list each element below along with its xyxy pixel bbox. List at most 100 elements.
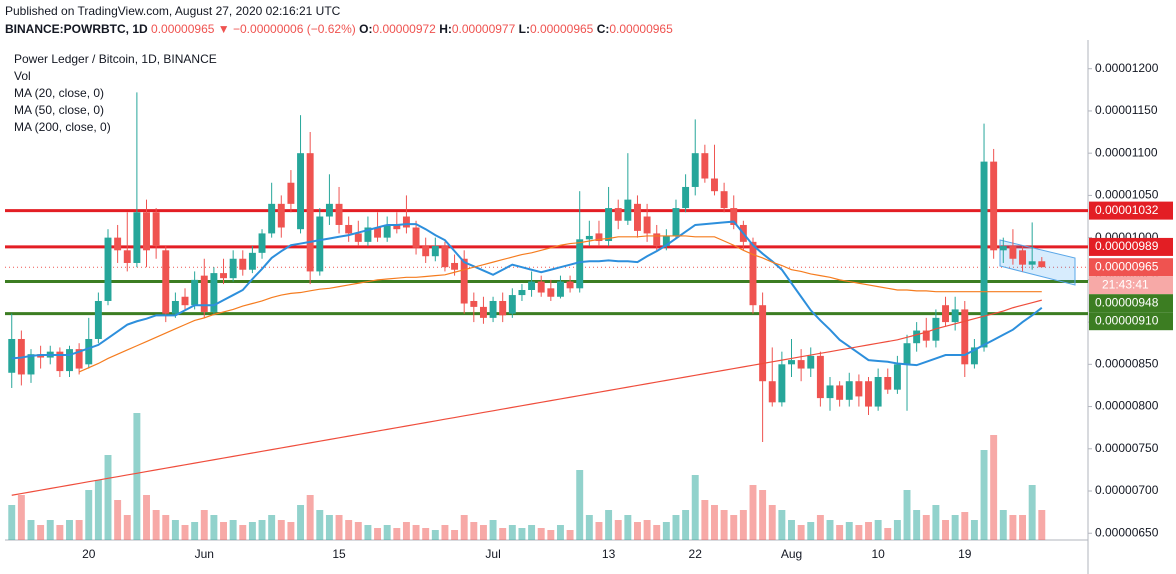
volume-bar <box>759 490 767 540</box>
symbol: BINANCE:POWRBTC, 1D <box>5 22 148 36</box>
candle-body <box>816 355 824 399</box>
candle-body <box>499 300 507 316</box>
volume-bar <box>653 525 661 540</box>
candle-body <box>354 233 362 242</box>
volume-bar <box>845 522 853 540</box>
volume-bar <box>277 520 285 540</box>
volume-bar <box>297 505 305 540</box>
candle-body <box>181 296 189 306</box>
volume-bar <box>422 528 430 540</box>
ma-line <box>11 299 1042 496</box>
level-label-box <box>1089 201 1173 220</box>
volume-bar <box>865 522 872 540</box>
candle-body <box>220 273 227 279</box>
level-label: 0.00000989 <box>1095 239 1159 253</box>
volume-bar <box>268 515 276 540</box>
volume-bar <box>402 522 410 540</box>
symbol-line: BINANCE:POWRBTC, 1D 0.00000965 ▼ −0.0000… <box>5 22 673 36</box>
candle-body <box>479 306 487 318</box>
volume-bar <box>778 510 786 540</box>
candle-body <box>595 233 603 242</box>
ohlc-value: 0.00000972 <box>372 22 436 36</box>
level-label-box <box>1089 237 1173 256</box>
candle-body <box>855 381 863 397</box>
volume-bar <box>537 528 545 540</box>
volume-bar <box>980 450 988 540</box>
volume-bar <box>325 515 333 540</box>
candle-body <box>749 241 757 306</box>
candle-body <box>470 300 478 307</box>
legend-title: Power Ledger / Bitcoin, 1D, BINANCE <box>14 52 217 66</box>
volume-bar <box>123 515 131 540</box>
candle-body <box>66 349 73 372</box>
candle-body <box>56 351 64 372</box>
candle-body <box>711 178 718 192</box>
candle-body <box>94 300 102 339</box>
volume-bar <box>1028 485 1036 540</box>
candle-body <box>961 309 969 365</box>
volume-bar <box>46 520 54 540</box>
volume-bar <box>441 525 449 540</box>
y-tick-label: 0.00000800 <box>1095 399 1159 413</box>
volume-bar <box>730 515 738 540</box>
candle-body <box>922 330 930 341</box>
volume-bar <box>210 515 218 540</box>
volume-bar <box>460 515 468 540</box>
axis-layer: 0.00000650 0.00000700 0.00000750 0.00000800… <box>82 61 1159 561</box>
volume-bar <box>287 522 295 540</box>
legend-volume: Vol <box>14 69 31 83</box>
volume-bar <box>547 530 555 540</box>
candle-body <box>903 343 911 365</box>
volume-bar <box>37 525 45 540</box>
y-tick-label: 0.00001100 <box>1095 145 1158 159</box>
volume-bar <box>191 522 199 540</box>
volume-bar <box>364 525 372 540</box>
volume-bar <box>8 505 16 540</box>
volume-bar <box>258 520 266 540</box>
volume-bar <box>451 530 459 540</box>
candle-body <box>797 360 805 369</box>
candle-body <box>200 275 208 312</box>
x-tick-label: 15 <box>332 547 346 561</box>
candle-body <box>85 338 93 365</box>
candle-body <box>27 354 35 375</box>
ma-line <box>78 235 1042 373</box>
candle-body <box>788 360 795 365</box>
candle-body <box>8 338 16 373</box>
candle-body <box>682 186 690 209</box>
volume-bar <box>412 525 420 540</box>
volume-bar <box>152 510 160 540</box>
volume-bar <box>104 455 112 540</box>
ohlc-value: 0.00000965 <box>530 22 594 36</box>
candle-body <box>980 161 988 348</box>
volume-bar <box>354 522 362 540</box>
candle-body <box>229 258 237 279</box>
volume-bar <box>479 525 487 540</box>
candle-body <box>191 279 199 306</box>
candle-body <box>489 300 497 318</box>
volume-bar <box>932 505 940 540</box>
candle-body <box>258 233 266 253</box>
ohlc-label: C: <box>597 22 610 36</box>
y-tick-label: 0.00000850 <box>1095 356 1159 370</box>
candle-body <box>836 385 844 400</box>
candle-body <box>162 250 170 314</box>
published: Published on TradingView.com, August 27,… <box>5 4 341 18</box>
candle-body <box>345 224 353 234</box>
candle-body <box>701 153 709 179</box>
candle-body <box>768 381 776 403</box>
volume-bar <box>171 520 179 540</box>
volume-bar <box>1038 510 1046 540</box>
legend-entry: MA (50, close, 0) <box>14 103 104 117</box>
candle-body <box>720 191 728 209</box>
volume-bar <box>17 495 25 540</box>
level-label: 0.00000910 <box>1095 313 1159 327</box>
volume-bar <box>56 525 64 540</box>
volume-bar <box>499 528 507 540</box>
volume-bar <box>855 525 863 540</box>
candle-body <box>662 235 670 247</box>
candle-body <box>287 182 295 204</box>
candle-body <box>412 227 420 248</box>
volume-bar <box>393 528 401 540</box>
level-label: 0.00001032 <box>1095 203 1159 217</box>
